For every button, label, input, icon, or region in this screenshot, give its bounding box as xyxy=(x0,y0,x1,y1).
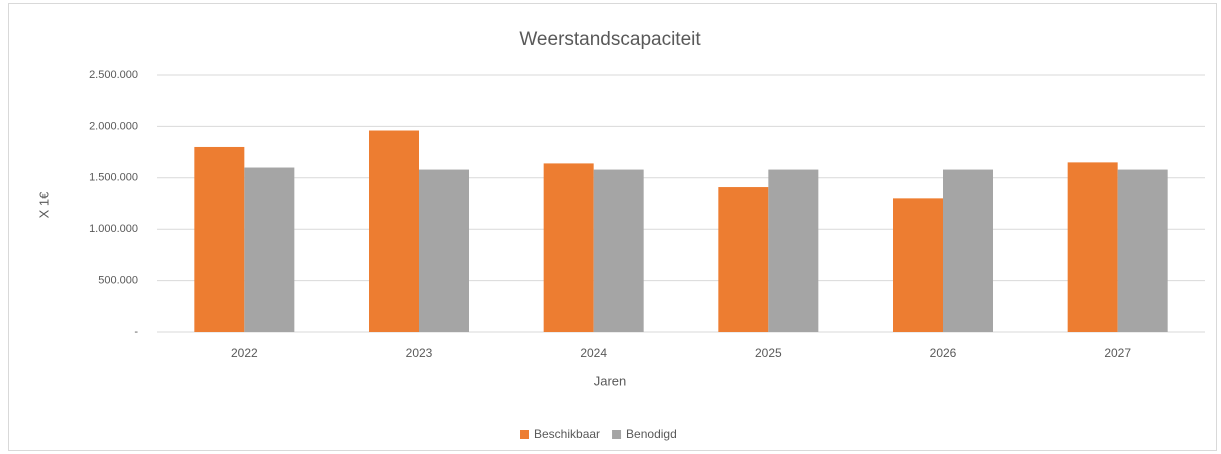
legend-swatch xyxy=(612,430,622,439)
bar xyxy=(768,169,819,332)
bar xyxy=(194,146,245,332)
x-axis-title: Jaren xyxy=(594,373,627,388)
legend-swatch xyxy=(520,430,529,439)
x-tick-label: 2023 xyxy=(406,346,433,360)
legend-label: Benodigd xyxy=(626,427,677,441)
y-axis-title: X 1€ xyxy=(36,191,51,219)
bar xyxy=(369,130,419,332)
chart-title: Weerstandscapaciteit xyxy=(519,29,701,50)
bar xyxy=(1067,162,1118,332)
y-tick-label: 1.500.000 xyxy=(89,172,138,184)
x-tick-label: 2025 xyxy=(755,346,782,360)
bar xyxy=(593,169,644,332)
bar xyxy=(943,169,993,332)
y-tick-label: 2.000.000 xyxy=(89,120,138,132)
bar xyxy=(1117,169,1168,332)
bar xyxy=(893,198,943,332)
x-tick-label: 2027 xyxy=(1104,346,1131,360)
bar xyxy=(419,169,469,332)
y-tick-label: 500.000 xyxy=(98,275,138,287)
legend-label: Beschikbaar xyxy=(534,427,600,441)
x-tick-label: 2022 xyxy=(231,346,258,360)
y-tick-label: 1.000.000 xyxy=(89,223,138,235)
bar xyxy=(543,163,594,332)
x-tick-label: 2026 xyxy=(930,346,957,360)
y-tick-label: - xyxy=(134,326,138,338)
y-tick-label: 2.500.000 xyxy=(89,69,138,81)
x-tick-label: 2024 xyxy=(580,346,607,360)
bar xyxy=(718,187,769,332)
bar xyxy=(244,167,295,332)
